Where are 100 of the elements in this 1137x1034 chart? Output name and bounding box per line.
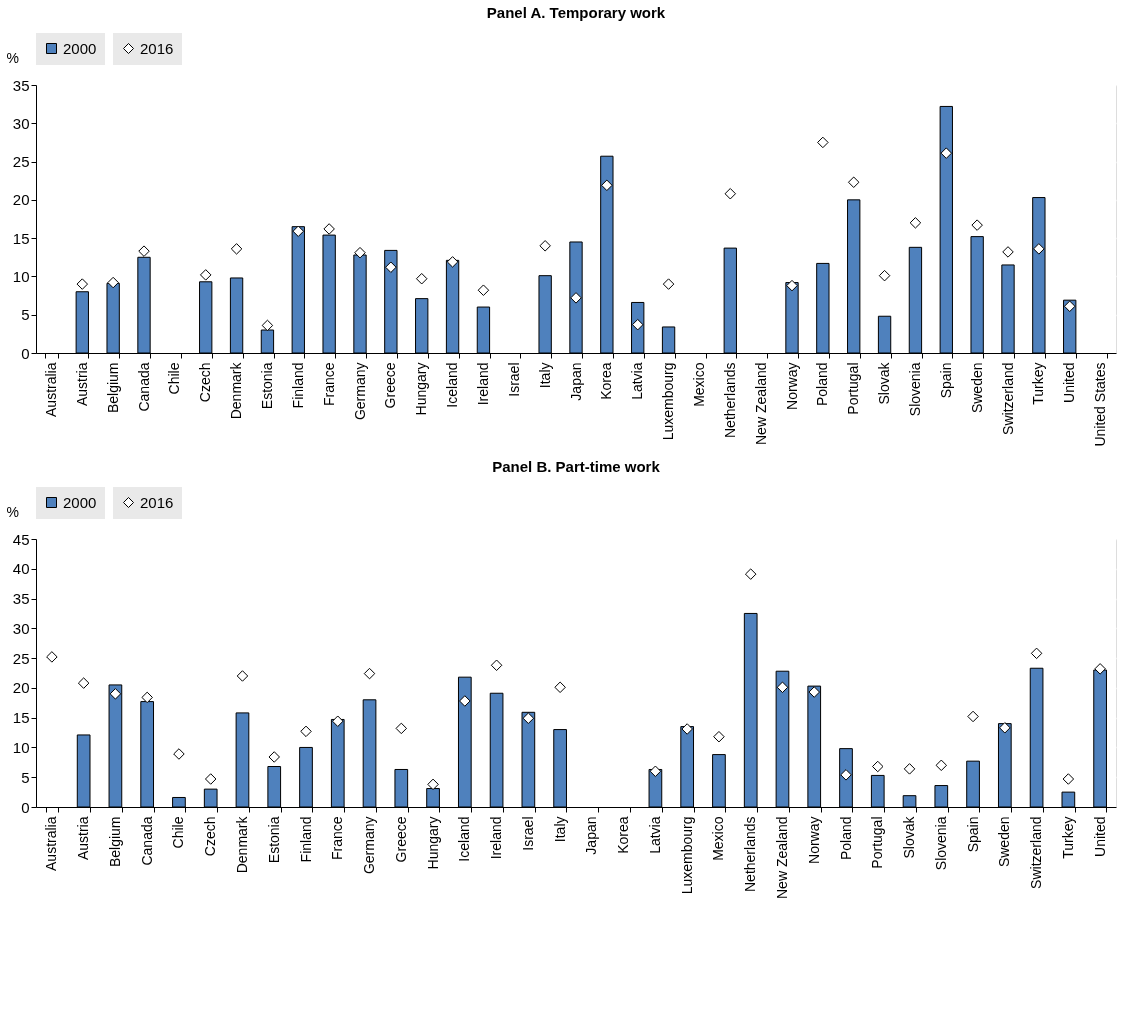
legend-label: 2000 [63, 493, 97, 511]
point [808, 686, 820, 698]
y-tick-label: 45 [12, 530, 30, 548]
x-tick-label: Turkey [1059, 816, 1076, 859]
x-tick-label: France [320, 362, 337, 407]
point [1033, 243, 1045, 255]
point [601, 179, 613, 192]
point [332, 715, 344, 727]
x-tick-label: France [329, 816, 346, 861]
x-tick-label: Australia [43, 816, 60, 871]
x-tick-label: Canada [138, 816, 155, 866]
legend-label: 2016 [140, 493, 174, 511]
x-tick-label: Greece [382, 362, 399, 409]
x-tick-label: Finland [297, 816, 314, 863]
y-axis-title: % [6, 49, 19, 66]
x-tick-label: Japan [567, 362, 584, 401]
x-tick-label: Iceland [456, 816, 473, 862]
x-tick-label: Mexico [690, 362, 707, 407]
x-tick-label: Estonia [258, 362, 275, 410]
x-tick-label: United [1061, 362, 1078, 403]
x-tick-label: Netherlands [742, 816, 759, 892]
chart-title: Panel A. Temporary work [486, 4, 666, 21]
y-tick-label: 10 [12, 738, 30, 756]
x-tick-label: Luxembourg [660, 362, 677, 441]
x-tick-label: Switzerland [999, 362, 1016, 435]
y-tick-label: 30 [12, 619, 30, 637]
y-tick-label: 35 [12, 590, 30, 608]
x-tick-label: Slovenia [906, 362, 923, 417]
x-tick-label: Mexico [710, 816, 727, 861]
x-tick-label: Israel [519, 816, 536, 851]
x-tick-label: Ireland [474, 362, 491, 406]
point [1094, 663, 1106, 675]
x-tick-label: Hungary [424, 816, 441, 870]
x-tick-label: Slovak [876, 361, 893, 405]
point [385, 261, 397, 273]
y-tick-label: 30 [12, 114, 30, 132]
x-tick-label: Czech [197, 362, 214, 403]
x-tick-label: Greece [392, 816, 409, 863]
x-tick-label: Latvia [646, 816, 663, 854]
x-tick-label: Slovak [901, 815, 918, 859]
x-tick-label: United [1091, 816, 1108, 857]
x-tick-label: Estonia [265, 816, 282, 864]
x-tick-label: Finland [289, 362, 306, 409]
legend-label: 2000 [63, 39, 97, 57]
y-tick-label: 5 [21, 306, 30, 324]
x-tick-label: Latvia [629, 362, 646, 400]
x-tick-label: Portugal [869, 816, 886, 869]
x-tick-label: Norway [783, 362, 800, 410]
point [446, 256, 459, 268]
x-tick-label: Belgium [104, 362, 121, 414]
x-tick-label: Hungary [413, 362, 430, 416]
point [681, 723, 693, 735]
y-tick-label: 0 [21, 344, 30, 362]
point [107, 276, 119, 289]
x-tick-label: Ireland [488, 816, 505, 860]
x-tick-label: Luxembourg [678, 816, 695, 895]
x-tick-label: Austria [75, 816, 92, 861]
x-tick-label: Iceland [444, 362, 461, 408]
x-tick-label: Denmark [233, 815, 250, 874]
x-tick-label: Sweden [968, 362, 985, 414]
x-tick-label: Sweden [996, 816, 1013, 868]
y-tick-label: 15 [12, 229, 30, 247]
y-tick-label: 20 [12, 191, 30, 209]
x-tick-label: Germany [361, 816, 378, 875]
x-tick-label: Canada [135, 362, 152, 412]
x-tick-label: New Zealand [752, 362, 769, 445]
x-tick-label: Italy [536, 362, 553, 389]
x-tick-label: Netherlands [721, 362, 738, 438]
x-tick-label: Turkey [1030, 362, 1047, 405]
x-tick-label: Denmark [228, 361, 245, 420]
x-tick-label: Japan [583, 816, 600, 855]
point [649, 765, 662, 778]
point [292, 225, 305, 237]
x-tick-label: Norway [805, 816, 822, 864]
x-tick-label: United States [1092, 362, 1109, 447]
y-tick-label: 0 [21, 798, 30, 816]
y-tick-label: 5 [21, 768, 30, 786]
point [109, 688, 122, 700]
x-tick-label: Korea [615, 816, 632, 854]
y-tick-label: 20 [12, 679, 30, 697]
legend-label: 2016 [140, 39, 174, 57]
x-tick-label: Germany [351, 362, 368, 421]
point [459, 695, 471, 707]
point [999, 722, 1011, 734]
x-tick-label: Spain [937, 362, 954, 399]
x-tick-label: Belgium [106, 816, 123, 868]
x-tick-label: Czech [202, 816, 219, 857]
point [940, 147, 953, 159]
point [522, 712, 535, 725]
x-tick-label: New Zealand [773, 816, 790, 899]
y-tick-label: 25 [12, 153, 30, 171]
chart-title: Panel B. Part-time work [492, 458, 661, 475]
x-tick-label: Austria [73, 362, 90, 407]
x-tick-label: Italy [551, 816, 568, 843]
point [570, 292, 582, 304]
x-tick-label: Slovenia [932, 816, 949, 871]
y-tick-label: 10 [12, 267, 30, 285]
y-tick-label: 40 [12, 560, 30, 578]
x-tick-label: Poland [814, 362, 831, 407]
y-tick-label: 25 [12, 649, 30, 667]
